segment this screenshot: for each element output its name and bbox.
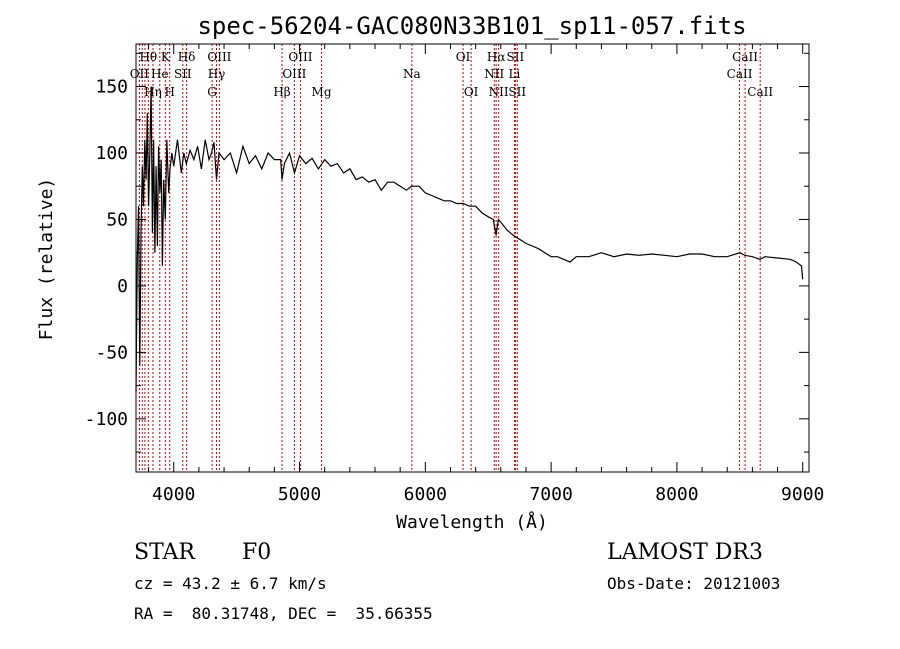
emission-line-label: Hα bbox=[487, 50, 506, 64]
emission-line-markers bbox=[138, 44, 761, 472]
x-axis-ticks: 4000 5000 6000 7000 8000 9000 bbox=[148, 44, 824, 505]
x-tick-label: 4000 bbox=[152, 484, 195, 505]
emission-line-label: SII bbox=[174, 67, 192, 81]
emission-line-label: NII bbox=[484, 67, 504, 81]
emission-line-label: Hη bbox=[144, 85, 162, 99]
emission-line-label: OII bbox=[130, 67, 150, 81]
emission-line-label: OIII bbox=[288, 50, 312, 64]
x-axis-label: Wavelength (Å) bbox=[396, 511, 548, 533]
x-tick-label: 9000 bbox=[781, 484, 824, 505]
emission-line-label: Hδ bbox=[178, 50, 196, 64]
emission-line-label: OI bbox=[456, 50, 471, 64]
emission-line-label: OI bbox=[464, 85, 479, 99]
survey-name: LAMOST DR3 bbox=[607, 540, 763, 565]
x-tick-label: 7000 bbox=[529, 484, 572, 505]
emission-line-label: CaII bbox=[727, 67, 753, 81]
emission-line-label: Hβ bbox=[273, 85, 290, 99]
emission-line-label: SII bbox=[508, 85, 526, 99]
chart-title: spec-56204-GAC080N33B101_sp11-057.fits bbox=[197, 12, 746, 40]
coordinates: RA = 80.31748, DEC = 35.66355 bbox=[134, 604, 433, 623]
plot-frame bbox=[135, 43, 810, 473]
object-class: STAR bbox=[134, 540, 195, 565]
emission-line-label: CaII bbox=[747, 85, 773, 99]
emission-line-label: K bbox=[161, 50, 171, 64]
emission-line-label: Li bbox=[508, 67, 520, 81]
emission-line-label: Mg bbox=[312, 85, 332, 99]
emission-line-label: OIII bbox=[282, 67, 306, 81]
obs-date: Obs-Date: 20121003 bbox=[607, 574, 781, 593]
y-axis-label: Flux (relative) bbox=[36, 178, 57, 341]
y-tick-label: -50 bbox=[95, 342, 128, 363]
emission-line-label: Hθ bbox=[139, 50, 157, 64]
y-tick-label: 100 bbox=[95, 143, 128, 164]
y-tick-label: -100 bbox=[85, 409, 128, 430]
y-tick-label: 150 bbox=[95, 77, 128, 98]
x-tick-label: 6000 bbox=[404, 484, 447, 505]
emission-line-label: NII bbox=[489, 85, 509, 99]
emission-line-label: CaII bbox=[732, 50, 758, 64]
emission-line-label: OIII bbox=[207, 50, 231, 64]
x-tick-label: 8000 bbox=[655, 484, 698, 505]
emission-line-label: He bbox=[151, 67, 169, 81]
emission-line-label: G bbox=[207, 85, 217, 99]
emission-line-label: Na bbox=[403, 67, 421, 81]
flux-series-line bbox=[135, 86, 804, 393]
y-tick-label: 0 bbox=[117, 276, 128, 297]
redshift-cz: cz = 43.2 ± 6.7 km/s bbox=[134, 574, 327, 593]
emission-line-label: H bbox=[164, 85, 174, 99]
object-subclass: F0 bbox=[242, 540, 272, 565]
emission-line-label: SII bbox=[507, 50, 525, 64]
y-axis-ticks: -100 -50 0 50 100 150 bbox=[85, 52, 809, 453]
x-tick-label: 5000 bbox=[278, 484, 321, 505]
y-tick-label: 50 bbox=[106, 209, 128, 230]
emission-line-label: Hγ bbox=[208, 67, 226, 81]
